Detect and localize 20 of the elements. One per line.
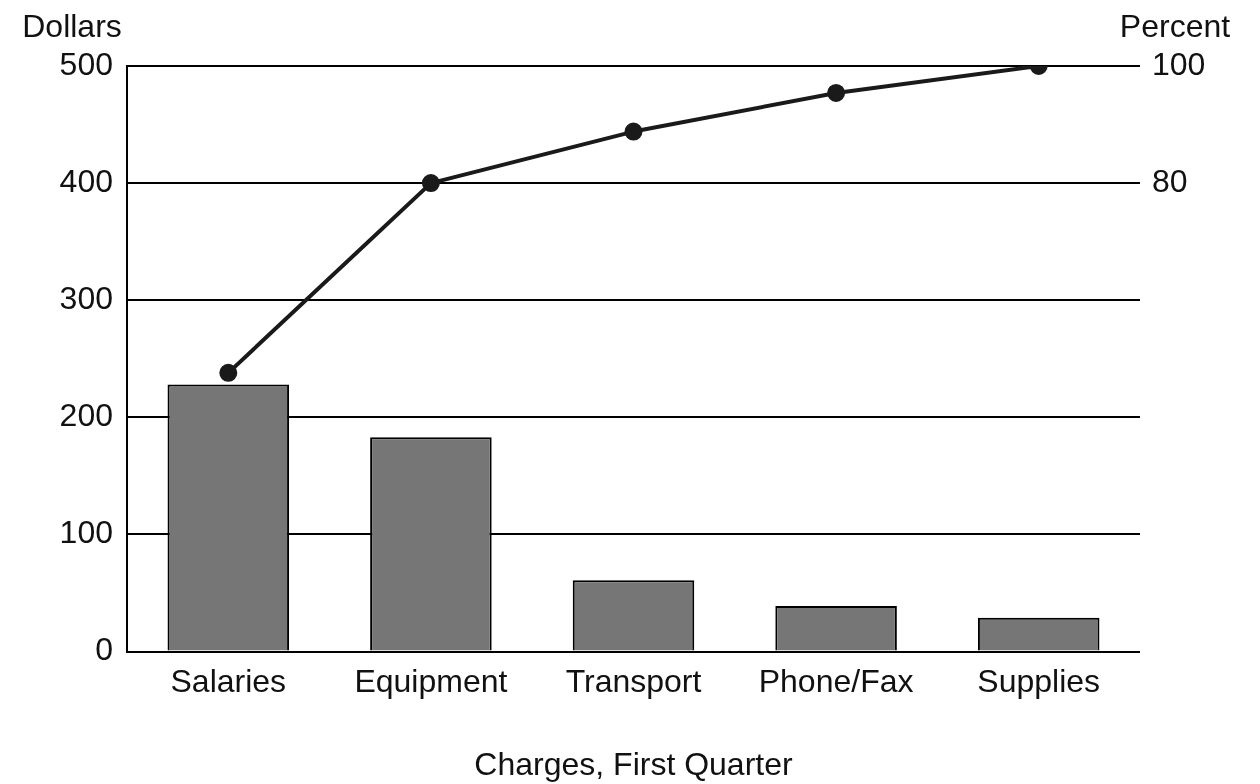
point [624,122,643,141]
y2-tick-label: 80 [1152,162,1188,199]
point [219,363,238,382]
point [827,83,846,102]
x-tick-label: Transport [565,662,702,699]
y-tick-label: 400 [59,162,113,199]
y-tick-label: 200 [59,397,113,434]
x-tick-label: Salaries [170,662,287,699]
y2-axis-title: Percent [1119,7,1231,44]
x-tick-label: Supplies [977,662,1101,699]
x-tick-label: Phone/Fax [758,662,914,699]
y-tick-label: 500 [59,45,113,82]
x-tick-label: Equipment [354,662,508,699]
y-tick-label: 0 [95,631,113,668]
y2-tick-label: 100 [1152,45,1206,82]
x-axis-title: Charges, First Quarter [474,746,793,782]
y-tick-label: 100 [59,514,113,551]
y-axis-title: Dollars [22,7,122,44]
point [421,174,440,193]
y-tick-label: 300 [59,280,113,317]
